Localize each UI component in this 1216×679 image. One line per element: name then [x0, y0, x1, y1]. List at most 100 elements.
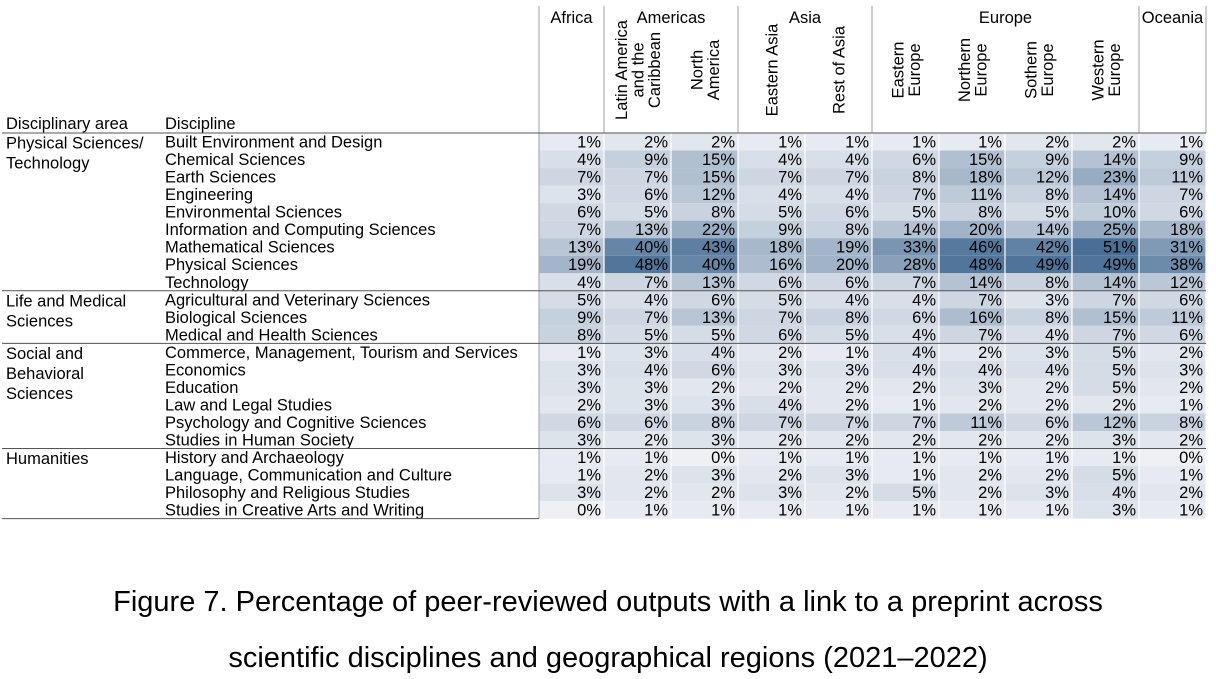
cell-value: 18% — [1170, 221, 1203, 239]
cell-value: 4% — [845, 291, 869, 309]
cell-value: 1% — [577, 449, 601, 467]
heatmap-cell — [604, 325, 671, 344]
heatmap-cell — [671, 360, 738, 379]
heatmap-cell — [939, 220, 1005, 239]
heatmap-cell — [539, 343, 604, 361]
cell-value: 3% — [577, 361, 601, 379]
cell-value: 18% — [969, 169, 1002, 187]
heatmap-cell — [604, 133, 671, 151]
heatmap-cell — [1072, 308, 1139, 326]
cell-value: 14% — [1036, 221, 1069, 239]
cell-value: 11% — [970, 186, 1002, 204]
cell-value: 8% — [845, 309, 869, 327]
heatmap-cell — [1072, 413, 1139, 432]
cell-value: 31% — [1170, 239, 1203, 257]
heatmap-cell — [1139, 290, 1206, 309]
cell-value: 4% — [778, 151, 802, 169]
subregion-label: Rest of Asia — [831, 25, 849, 114]
heatmap-cell — [1139, 308, 1206, 326]
cell-value: 6% — [912, 151, 936, 169]
cell-value: 19% — [568, 256, 601, 274]
subregion-label: Northern — [956, 38, 974, 102]
discipline-label: Mathematical Sciences — [165, 239, 335, 257]
heatmap-cell — [671, 325, 738, 344]
heatmap-cell — [539, 150, 604, 169]
heatmap-cell — [604, 431, 671, 449]
heatmap-cell — [671, 431, 738, 449]
cell-value: 7% — [778, 169, 802, 187]
heatmap-cell — [805, 133, 872, 151]
heatmap-cell — [1005, 220, 1072, 239]
cell-value: 5% — [1112, 361, 1136, 379]
heatmap-cell — [539, 431, 604, 449]
heatmap-cell — [1072, 431, 1139, 449]
heatmap-cell — [939, 413, 1005, 432]
heatmap-cell — [604, 466, 671, 484]
discipline-label: History and Archaeology — [165, 449, 345, 467]
heatmap-cell — [872, 360, 939, 379]
cell-value: 5% — [644, 326, 668, 344]
cell-value: 12% — [1170, 274, 1203, 292]
cell-value: 2% — [778, 432, 802, 450]
cell-value: 4% — [778, 186, 802, 204]
cell-value: 2% — [644, 432, 668, 450]
cell-value: 28% — [903, 256, 936, 274]
heatmap-cell — [1139, 273, 1206, 291]
discipline-label: Chemical Sciences — [165, 151, 305, 169]
heatmap-cell — [939, 150, 1005, 169]
cell-value: 2% — [577, 396, 601, 414]
heatmap-cell — [939, 448, 1005, 467]
heatmap-cell — [805, 185, 872, 204]
cell-value: 5% — [1045, 204, 1069, 222]
heatmap-cell — [1139, 168, 1206, 186]
cell-value: 7% — [778, 414, 802, 432]
cell-value: 3% — [1112, 502, 1136, 520]
heatmap-cell — [539, 413, 604, 432]
cell-value: 13% — [702, 309, 735, 327]
subregion-label: Europe — [1039, 43, 1057, 96]
heatmap-table: Disciplinary area Discipline Africa America… — [2, 6, 1207, 520]
heatmap-cell — [1072, 168, 1139, 186]
cell-value: 8% — [1045, 274, 1069, 292]
heatmap-cell — [1139, 133, 1206, 151]
cell-value: 6% — [845, 204, 869, 222]
cell-value: 3% — [711, 432, 735, 450]
subregion-label: Eastern Asia — [764, 23, 782, 116]
heatmap-cell — [1072, 343, 1139, 361]
subregion-label: Western — [1089, 39, 1107, 100]
heatmap-cell — [1139, 360, 1206, 379]
cell-value: 1% — [845, 449, 869, 467]
cell-value: 2% — [978, 467, 1002, 485]
heatmap-cell — [1139, 343, 1206, 361]
cell-value: 5% — [1112, 467, 1136, 485]
discipline-label: Medical and Health Sciences — [165, 326, 378, 344]
subregion-label: North — [688, 50, 706, 90]
heatmap-cell — [671, 255, 738, 274]
heatmap-cell — [738, 395, 805, 414]
cell-value: 0% — [711, 449, 735, 467]
heatmap-cell — [805, 360, 872, 379]
cell-value: 14% — [1103, 274, 1136, 292]
heatmap-cell — [738, 150, 805, 169]
heatmap-cell — [671, 273, 738, 291]
cell-value: 14% — [969, 274, 1002, 292]
heatmap-cell — [738, 273, 805, 291]
cell-value: 4% — [711, 344, 735, 362]
cell-value: 3% — [644, 344, 668, 362]
heatmap-cell — [872, 466, 939, 484]
subregion-label: and the — [630, 42, 648, 97]
discipline-label: Biological Sciences — [165, 309, 307, 327]
cell-value: 12% — [1103, 414, 1136, 432]
cell-value: 1% — [1179, 134, 1203, 152]
cell-value: 2% — [778, 467, 802, 485]
cell-value: 1% — [845, 134, 869, 152]
cell-value: 2% — [1179, 432, 1203, 450]
cell-value: 7% — [577, 221, 601, 239]
discipline-label: Agricultural and Veterinary Sciences — [165, 291, 430, 309]
cell-value: 8% — [711, 414, 735, 432]
cell-value: 11% — [1171, 169, 1203, 187]
cell-value: 6% — [644, 414, 668, 432]
heatmap-cell — [1072, 238, 1139, 256]
heatmap-cell — [872, 185, 939, 204]
cell-value: 2% — [978, 432, 1002, 450]
